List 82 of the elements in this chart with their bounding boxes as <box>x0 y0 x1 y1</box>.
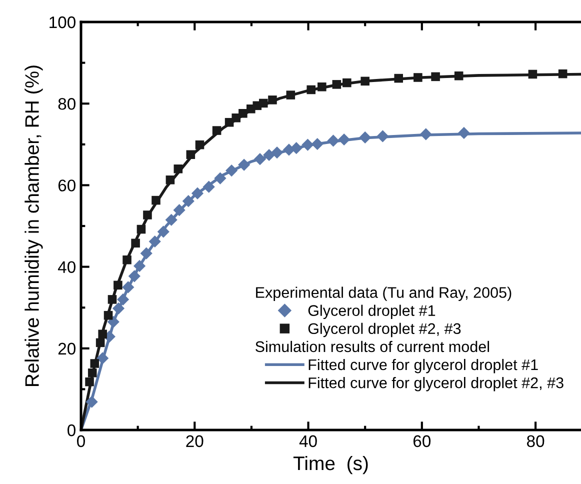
point <box>454 71 464 80</box>
point <box>394 74 404 83</box>
point <box>96 338 105 348</box>
point <box>431 72 440 82</box>
x-tick-label: 40 <box>299 435 317 448</box>
point <box>195 140 204 150</box>
point <box>108 295 117 304</box>
y-axis-title: Relative humidity in chamber, RH (%) <box>24 66 43 386</box>
point <box>90 359 100 368</box>
point <box>140 247 152 260</box>
x-tick-label: 80 <box>527 435 544 448</box>
point <box>148 235 161 248</box>
y-tick-label: 20 <box>58 342 76 355</box>
point <box>143 210 152 220</box>
annotation: Simulation results of current model <box>256 340 490 352</box>
legend-label: Glycerol droplet #2, #3 <box>308 322 461 338</box>
legend-label: Fitted curve for glycerol droplet #2, #3 <box>308 377 564 392</box>
point <box>318 82 326 92</box>
point <box>212 126 222 135</box>
point <box>238 109 248 118</box>
point <box>290 142 302 154</box>
x-tick-label: 60 <box>413 435 431 448</box>
point <box>226 164 238 177</box>
point <box>254 153 266 166</box>
point <box>270 146 284 159</box>
point <box>122 255 132 264</box>
point <box>182 195 194 208</box>
point <box>136 224 146 234</box>
x-tick-label: 20 <box>186 435 204 448</box>
point <box>327 134 340 147</box>
point <box>122 281 134 294</box>
point <box>128 270 140 282</box>
point <box>133 260 146 272</box>
point <box>360 76 370 86</box>
point <box>96 352 109 364</box>
point <box>86 396 98 408</box>
point <box>114 280 122 290</box>
point <box>342 78 352 88</box>
point <box>157 226 170 238</box>
point <box>165 214 178 226</box>
annotation: Experimental data (Tu and Ray, 2005) <box>256 286 512 301</box>
point <box>359 131 372 144</box>
point <box>376 130 389 142</box>
y-tick-label: 0 <box>68 424 76 436</box>
y-tick-label: 80 <box>58 98 76 110</box>
point <box>414 73 422 82</box>
point <box>112 302 125 314</box>
point <box>191 187 204 200</box>
legend-label: Glycerol droplet #1 <box>308 304 436 320</box>
point <box>104 310 113 320</box>
point <box>186 150 196 159</box>
x-tick-label: 0 <box>77 435 85 448</box>
point <box>338 133 350 146</box>
point <box>528 70 538 79</box>
point <box>152 196 160 205</box>
point <box>238 158 250 171</box>
x-axis-title: Time (s) <box>293 456 368 474</box>
point <box>558 69 568 78</box>
point <box>98 330 107 339</box>
point <box>88 368 97 378</box>
point <box>306 85 316 94</box>
point <box>116 293 130 306</box>
point <box>458 126 470 140</box>
legend-label: Fitted curve for glycerol droplet #1 <box>308 358 538 374</box>
point <box>85 377 94 386</box>
point <box>286 90 296 100</box>
point <box>332 80 342 89</box>
point <box>302 138 314 151</box>
point <box>131 238 140 248</box>
y-tick-label: 60 <box>58 180 76 192</box>
point <box>166 176 175 184</box>
y-tick-label: 100 <box>50 16 76 28</box>
point <box>268 96 277 104</box>
point <box>214 172 226 184</box>
point <box>173 204 186 216</box>
point <box>174 164 183 174</box>
point <box>107 316 120 328</box>
y-tick-label: 40 <box>58 261 76 274</box>
point <box>258 98 268 108</box>
point <box>202 180 215 193</box>
point <box>311 138 324 150</box>
point <box>420 128 432 140</box>
